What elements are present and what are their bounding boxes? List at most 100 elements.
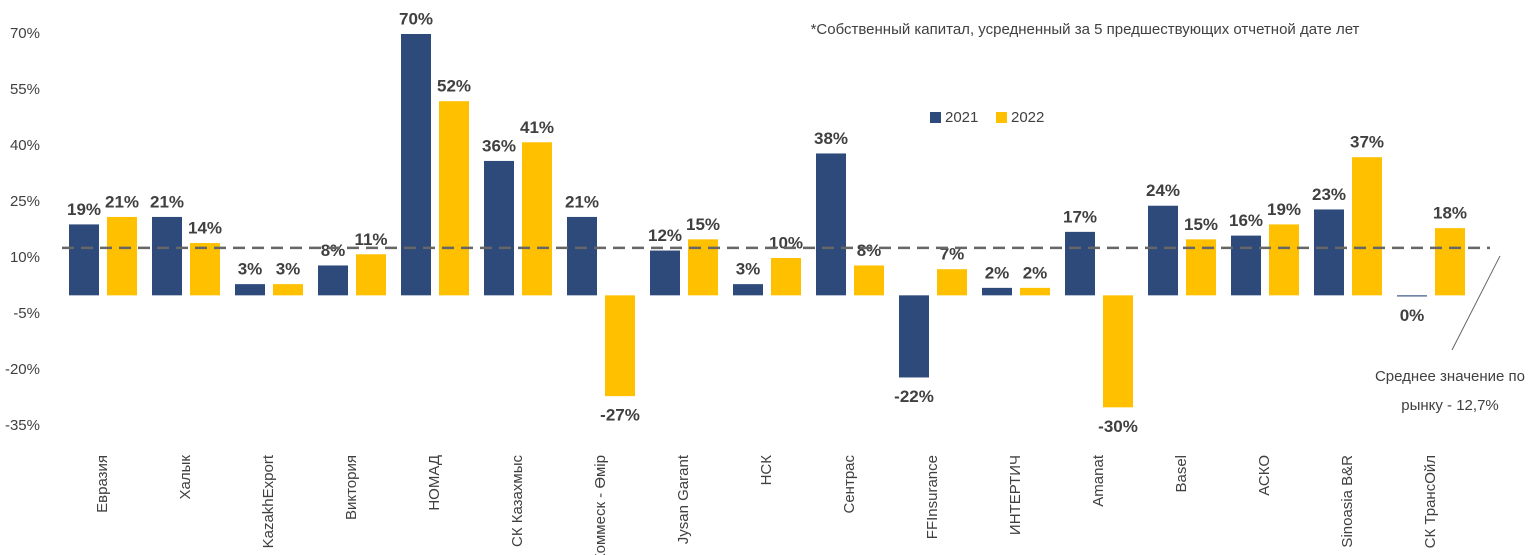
x-tick-label: Евразия (94, 455, 111, 513)
bar (854, 265, 884, 296)
value-label: 41% (520, 118, 554, 137)
x-tick-label: Коммеск - Өмір (592, 455, 609, 555)
value-label: 23% (1312, 185, 1346, 204)
value-label: 19% (67, 200, 101, 219)
value-label: 21% (565, 192, 599, 211)
bar (273, 284, 303, 296)
bar (816, 153, 846, 296)
bar (650, 250, 680, 296)
legend-label: 2022 (1011, 109, 1044, 126)
bar (1352, 157, 1382, 296)
value-label: -30% (1098, 417, 1138, 436)
value-label: 14% (188, 219, 222, 238)
bar (439, 101, 469, 296)
value-label: 3% (238, 260, 263, 279)
average-label: Среднее значение по рынку - 12,7% (1374, 368, 1526, 414)
value-label: 16% (1229, 211, 1263, 230)
value-label: 36% (482, 136, 516, 155)
x-tick-label: СК Казахмыс (509, 455, 526, 547)
bar (1103, 295, 1133, 408)
value-label: 15% (686, 215, 720, 234)
bar (69, 224, 99, 296)
value-label: 11% (354, 230, 387, 249)
bar (1065, 231, 1095, 296)
bar (1314, 209, 1344, 296)
x-tick-label: FFInsurance (924, 455, 941, 539)
x-tick-label: НОМАД (426, 455, 443, 511)
value-label: 2% (1023, 263, 1048, 282)
bar (1269, 224, 1299, 296)
bar (982, 287, 1012, 296)
bar (1020, 287, 1050, 296)
y-tick-label: 70% (10, 25, 40, 42)
value-label: 0% (1400, 306, 1425, 325)
y-tick-label: -20% (5, 361, 40, 378)
value-label: -27% (600, 406, 640, 425)
value-label: 3% (276, 260, 301, 279)
bar (522, 142, 552, 296)
x-tick-label: Sinoasia B&R (1339, 455, 1356, 548)
x-tick-label: АСКО (1256, 455, 1273, 496)
bar (899, 295, 929, 378)
leader-line (1451, 255, 1501, 351)
bar (235, 284, 265, 296)
value-label: 70% (399, 9, 433, 28)
value-label: 21% (105, 192, 139, 211)
value-label: 52% (437, 77, 471, 96)
value-label: 38% (814, 129, 848, 148)
value-label: 12% (648, 226, 682, 245)
bar (937, 269, 967, 296)
value-label: 8% (321, 241, 346, 260)
bar (1435, 228, 1465, 296)
legend-swatch (996, 112, 1007, 123)
bar (401, 34, 431, 296)
bar (771, 258, 801, 296)
value-label: 10% (769, 233, 803, 252)
y-tick-label: 25% (10, 193, 40, 210)
bar (605, 295, 635, 397)
bar (733, 284, 763, 296)
legend-label: 2021 (945, 109, 978, 126)
x-tick-label: Сентрас (841, 455, 858, 514)
value-label: 15% (1184, 215, 1218, 234)
value-label: 18% (1433, 204, 1467, 223)
legend-swatch (930, 112, 941, 123)
bar (107, 216, 137, 296)
value-label: 19% (1267, 200, 1301, 219)
bar (190, 243, 220, 296)
y-tick-label: 55% (10, 81, 40, 98)
bar (1231, 235, 1261, 296)
value-label: 17% (1063, 207, 1097, 226)
value-label: -22% (894, 387, 934, 406)
bar (318, 265, 348, 296)
bar (1148, 205, 1178, 296)
bar (152, 216, 182, 296)
value-label: 37% (1350, 133, 1384, 152)
bar (567, 216, 597, 296)
y-tick-label: 40% (10, 137, 40, 154)
x-tick-label: Виктория (343, 455, 360, 520)
y-tick-label: -5% (13, 305, 40, 322)
x-tick-label: НСК (758, 455, 775, 486)
value-label: 8% (857, 241, 882, 260)
x-tick-label: Халык (177, 455, 194, 500)
bar (1397, 295, 1427, 297)
y-tick-label: 10% (10, 249, 40, 266)
x-tick-label: СК ТрансОйл (1422, 455, 1439, 548)
bar (356, 254, 386, 296)
value-label: 2% (985, 263, 1010, 282)
x-tick-label: ИНТЕРТИЧ (1007, 455, 1024, 535)
value-label: 7% (940, 245, 965, 264)
x-tick-label: Basel (1173, 455, 1190, 493)
value-label: 21% (150, 192, 184, 211)
y-tick-label: -35% (5, 417, 40, 434)
x-tick-label: KazakhExport (260, 454, 277, 548)
note: *Собственный капитал, усредненный за 5 п… (811, 21, 1360, 38)
x-tick-label: Jysan Garant (675, 454, 692, 544)
bar (484, 160, 514, 296)
x-tick-label: Amanat (1090, 454, 1107, 507)
value-label: 3% (736, 260, 761, 279)
value-label: 24% (1146, 181, 1180, 200)
